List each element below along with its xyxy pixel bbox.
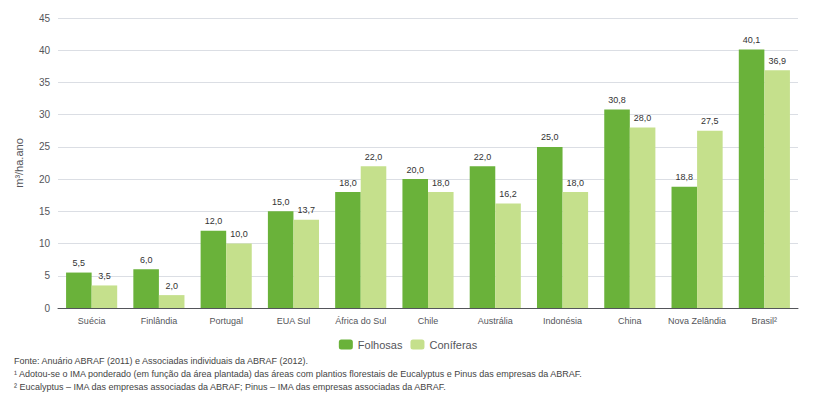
svg-text:0: 0 xyxy=(44,303,50,314)
svg-text:27,5: 27,5 xyxy=(701,116,719,126)
svg-text:40: 40 xyxy=(39,45,51,56)
svg-text:35: 35 xyxy=(39,77,51,88)
svg-text:Finlândia: Finlândia xyxy=(141,316,178,326)
svg-text:30: 30 xyxy=(39,109,51,120)
svg-text:China: China xyxy=(618,316,642,326)
svg-text:Coníferas: Coníferas xyxy=(429,339,477,351)
svg-text:Folhosas: Folhosas xyxy=(358,339,403,351)
svg-text:10,0: 10,0 xyxy=(230,229,248,239)
svg-text:Chile: Chile xyxy=(418,316,439,326)
svg-text:Brasil²: Brasil² xyxy=(752,316,778,326)
svg-text:25,0: 25,0 xyxy=(541,132,559,142)
svg-text:Suécia: Suécia xyxy=(78,316,106,326)
svg-text:m³/ha.ano: m³/ha.ano xyxy=(13,138,25,188)
svg-text:28,0: 28,0 xyxy=(634,113,652,123)
svg-text:18,8: 18,8 xyxy=(676,172,694,182)
svg-text:Portugal: Portugal xyxy=(209,316,243,326)
svg-text:2,0: 2,0 xyxy=(165,281,178,291)
svg-text:15,0: 15,0 xyxy=(272,197,290,207)
svg-text:16,2: 16,2 xyxy=(499,189,517,199)
svg-text:18,0: 18,0 xyxy=(567,178,585,188)
svg-text:África do Sul: África do Sul xyxy=(335,316,386,326)
svg-text:5,5: 5,5 xyxy=(73,258,86,268)
svg-text:Austrália: Austrália xyxy=(478,316,513,326)
svg-text:20,0: 20,0 xyxy=(406,165,424,175)
svg-text:18,0: 18,0 xyxy=(432,178,450,188)
svg-text:² Eucalyptus – IMA das empresa: ² Eucalyptus – IMA das empresas associad… xyxy=(14,382,446,392)
svg-text:15: 15 xyxy=(39,206,51,217)
svg-text:30,8: 30,8 xyxy=(608,95,626,105)
svg-text:36,9: 36,9 xyxy=(768,56,786,66)
svg-text:12,0: 12,0 xyxy=(205,216,223,226)
svg-text:22,0: 22,0 xyxy=(365,152,383,162)
svg-text:10: 10 xyxy=(39,238,51,249)
svg-text:13,7: 13,7 xyxy=(297,205,315,215)
svg-text:6,0: 6,0 xyxy=(140,255,153,265)
svg-text:Nova Zelândia: Nova Zelândia xyxy=(668,316,726,326)
svg-text:3,5: 3,5 xyxy=(98,271,111,281)
svg-text:5: 5 xyxy=(44,270,50,281)
svg-text:EUA Sul: EUA Sul xyxy=(277,316,311,326)
svg-text:Fonte: Anuário ABRAF (2011) e: Fonte: Anuário ABRAF (2011) e Associadas… xyxy=(14,356,308,366)
svg-text:40,1: 40,1 xyxy=(743,35,761,45)
svg-text:18,0: 18,0 xyxy=(339,178,357,188)
svg-text:¹ Adotou-se o IMA ponderado (e: ¹ Adotou-se o IMA ponderado (em função d… xyxy=(14,369,582,379)
svg-text:22,0: 22,0 xyxy=(474,152,492,162)
svg-text:Indonésia: Indonésia xyxy=(543,316,582,326)
svg-text:45: 45 xyxy=(39,13,51,24)
svg-text:25: 25 xyxy=(39,141,51,152)
svg-text:20: 20 xyxy=(39,174,51,185)
